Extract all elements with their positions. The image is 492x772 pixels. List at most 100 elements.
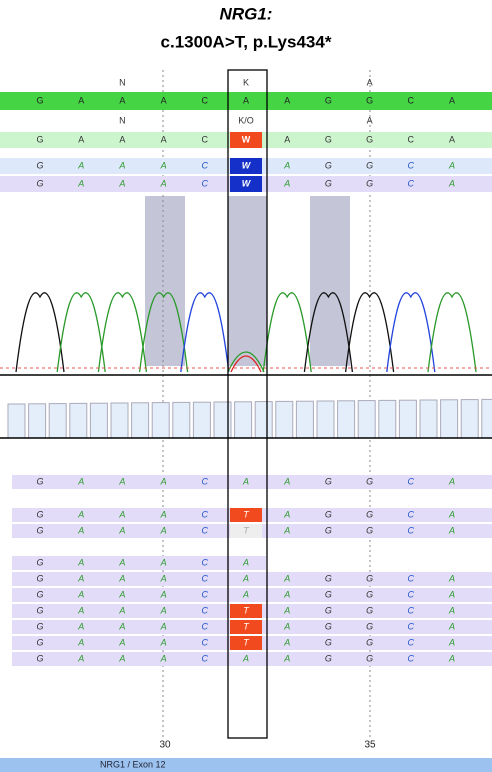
read-base: A	[160, 637, 167, 647]
reference-base: G	[366, 95, 373, 105]
consensus-base: A	[78, 134, 84, 144]
consensus-base: G	[366, 134, 373, 144]
read-base: A	[283, 605, 290, 615]
read-base: C	[202, 589, 209, 599]
read-base: G	[366, 621, 373, 631]
reference-base: G	[36, 95, 43, 105]
consensus-base: A	[118, 160, 125, 170]
quality-bar	[276, 401, 293, 438]
read-base: A	[118, 573, 125, 583]
quality-bar	[152, 403, 169, 438]
read-base: C	[202, 605, 209, 615]
annotation: A	[367, 77, 373, 87]
read-base: G	[366, 589, 373, 599]
read-base: G	[36, 525, 43, 535]
read-base: G	[325, 509, 332, 519]
footer-label: NRG1 / Exon 12	[100, 759, 166, 769]
quality-bar	[111, 403, 128, 438]
reference-base: A	[284, 95, 290, 105]
read-base: A	[118, 525, 125, 535]
consensus-base: C	[202, 134, 209, 144]
consensus-base: G	[325, 160, 332, 170]
consensus-base: A	[160, 178, 167, 188]
consensus-base: A	[118, 178, 125, 188]
read-base: A	[77, 589, 84, 599]
read-base: A	[77, 637, 84, 647]
read-base: C	[202, 476, 209, 486]
quality-bar	[420, 400, 437, 438]
reference-base: A	[119, 95, 125, 105]
quality-bar	[29, 404, 46, 438]
consensus-base: A	[119, 134, 125, 144]
consensus-base: C	[202, 178, 209, 188]
quality-bar	[255, 402, 272, 438]
read-base: A	[160, 653, 167, 663]
quality-bar	[338, 401, 355, 438]
consensus-base: G	[36, 178, 43, 188]
read-base: A	[77, 621, 84, 631]
read-base: A	[242, 589, 249, 599]
annotation: N	[119, 77, 126, 87]
consensus-base: A	[77, 160, 84, 170]
read-base: A	[283, 621, 290, 631]
shade	[310, 196, 350, 366]
quality-bar	[132, 403, 149, 438]
read-base: A	[242, 476, 249, 486]
read-base: G	[36, 605, 43, 615]
variant-title: c.1300A>T, p.Lys434*	[161, 32, 332, 51]
quality-bar	[90, 403, 107, 438]
read-base: G	[325, 573, 332, 583]
read-base: A	[448, 589, 455, 599]
read-base: A	[118, 476, 125, 486]
quality-bar	[8, 404, 25, 438]
read-base: G	[325, 525, 332, 535]
ruler-label: 30	[159, 740, 171, 751]
read-base: A	[118, 589, 125, 599]
read-base: G	[36, 573, 43, 583]
quality-bar	[173, 402, 190, 438]
read-base: G	[36, 621, 43, 631]
consensus-base: C	[408, 178, 415, 188]
read-base: A	[283, 589, 290, 599]
read-base: A	[77, 653, 84, 663]
quality-bar	[441, 400, 458, 438]
read-base: C	[408, 476, 415, 486]
read-base: C	[202, 509, 209, 519]
consensus-base: G	[36, 160, 43, 170]
consensus-base: A	[77, 178, 84, 188]
read-base: A	[160, 589, 167, 599]
read-base: A	[160, 605, 167, 615]
reference-base: A	[161, 95, 167, 105]
read-base: C	[408, 637, 415, 647]
read-base: A	[118, 621, 125, 631]
read-base: A	[242, 653, 249, 663]
trace-peak	[16, 293, 64, 372]
shade	[228, 196, 267, 366]
consensus-base: A	[161, 134, 167, 144]
quality-bar	[379, 400, 396, 438]
reference-base: A	[449, 95, 455, 105]
read-base: G	[325, 637, 332, 647]
quality-bar	[399, 400, 416, 438]
read-base: G	[366, 573, 373, 583]
read-base: A	[448, 476, 455, 486]
reference-base: C	[408, 95, 415, 105]
read-base: A	[448, 605, 455, 615]
read-base: G	[325, 653, 332, 663]
read-base: A	[160, 573, 167, 583]
read-base: A	[77, 573, 84, 583]
read-base: C	[408, 621, 415, 631]
consensus-base: G	[325, 178, 332, 188]
consensus-base: A	[160, 160, 167, 170]
read-base: A	[448, 621, 455, 631]
consensus-base: C	[202, 160, 209, 170]
annotation: N	[119, 115, 126, 125]
read-base: G	[325, 476, 332, 486]
read-base: A	[77, 525, 84, 535]
read-base: A	[448, 525, 455, 535]
read-base: A	[242, 557, 249, 567]
read-base: G	[325, 589, 332, 599]
read-base: G	[366, 637, 373, 647]
read-base: C	[202, 573, 209, 583]
consensus-base: A	[449, 134, 455, 144]
